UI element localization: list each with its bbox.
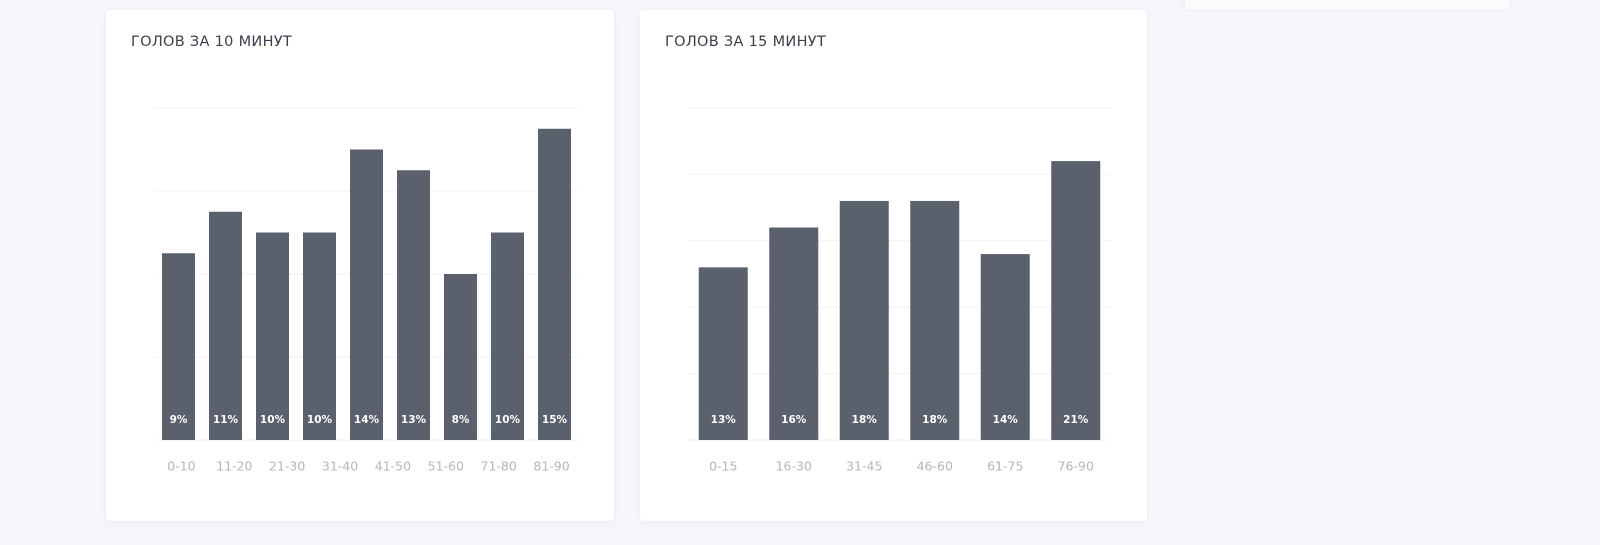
x-tick-label: 31-40 bbox=[322, 459, 358, 474]
x-tick-label: 11-20 bbox=[216, 459, 252, 474]
bar bbox=[444, 274, 477, 440]
bar bbox=[350, 149, 383, 440]
value-label: 13% bbox=[401, 414, 427, 426]
x-tick-label: 71-80 bbox=[481, 459, 517, 474]
chart-title: ГОЛОВ ЗА 10 МИНУТ bbox=[131, 34, 292, 50]
value-label: 14% bbox=[993, 414, 1019, 426]
x-tick-label: 16-30 bbox=[776, 459, 812, 474]
bar bbox=[538, 128, 571, 440]
bar bbox=[980, 254, 1030, 440]
chart-title: ГОЛОВ ЗА 15 МИНУТ bbox=[665, 34, 826, 50]
bar bbox=[397, 170, 430, 440]
value-label: 9% bbox=[170, 414, 188, 426]
value-label: 14% bbox=[354, 414, 380, 426]
card-partial bbox=[1185, 0, 1510, 10]
value-label: 11% bbox=[213, 414, 239, 426]
x-tick-label: 21-30 bbox=[269, 459, 305, 474]
x-tick-label: 81-90 bbox=[533, 459, 569, 474]
bar bbox=[1051, 161, 1101, 440]
x-tick-label: 46-60 bbox=[917, 459, 953, 474]
value-label: 21% bbox=[1063, 414, 1089, 426]
value-label: 16% bbox=[781, 414, 807, 426]
value-label: 18% bbox=[852, 414, 878, 426]
bar bbox=[303, 232, 336, 440]
value-label: 10% bbox=[495, 414, 521, 426]
bar bbox=[910, 200, 960, 440]
value-label: 10% bbox=[307, 414, 333, 426]
value-label: 13% bbox=[711, 414, 737, 426]
x-tick-label: 31-45 bbox=[846, 459, 882, 474]
bar bbox=[839, 200, 889, 440]
x-tick-label: 51-60 bbox=[428, 459, 464, 474]
bar bbox=[256, 232, 289, 440]
bar bbox=[162, 253, 195, 440]
x-tick-label: 0-15 bbox=[709, 459, 737, 474]
bar bbox=[491, 232, 524, 440]
x-tick-label: 76-90 bbox=[1058, 459, 1094, 474]
x-tick-label: 41-50 bbox=[375, 459, 411, 474]
value-label: 18% bbox=[922, 414, 948, 426]
bar bbox=[698, 267, 748, 440]
value-label: 10% bbox=[260, 414, 286, 426]
x-tick-label: 61-75 bbox=[987, 459, 1023, 474]
bar bbox=[209, 211, 242, 440]
value-label: 15% bbox=[542, 414, 568, 426]
value-label: 8% bbox=[452, 414, 470, 426]
x-tick-label: 0-10 bbox=[167, 459, 195, 474]
bar bbox=[769, 227, 819, 440]
